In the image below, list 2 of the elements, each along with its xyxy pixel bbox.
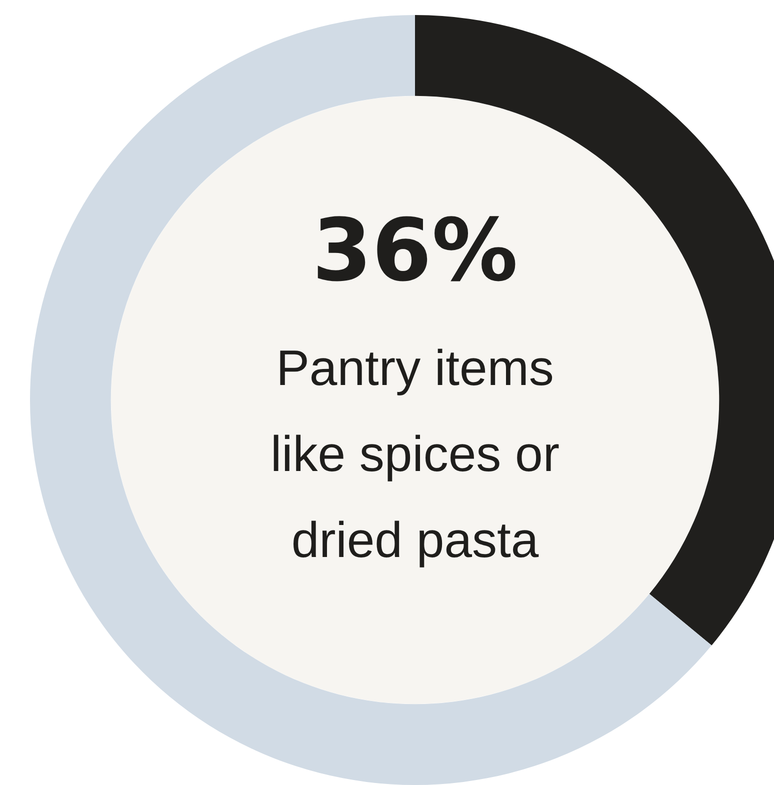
slice-label: Pantry items like spices or dried pasta (270, 340, 560, 568)
data-label: 36% (312, 201, 518, 301)
